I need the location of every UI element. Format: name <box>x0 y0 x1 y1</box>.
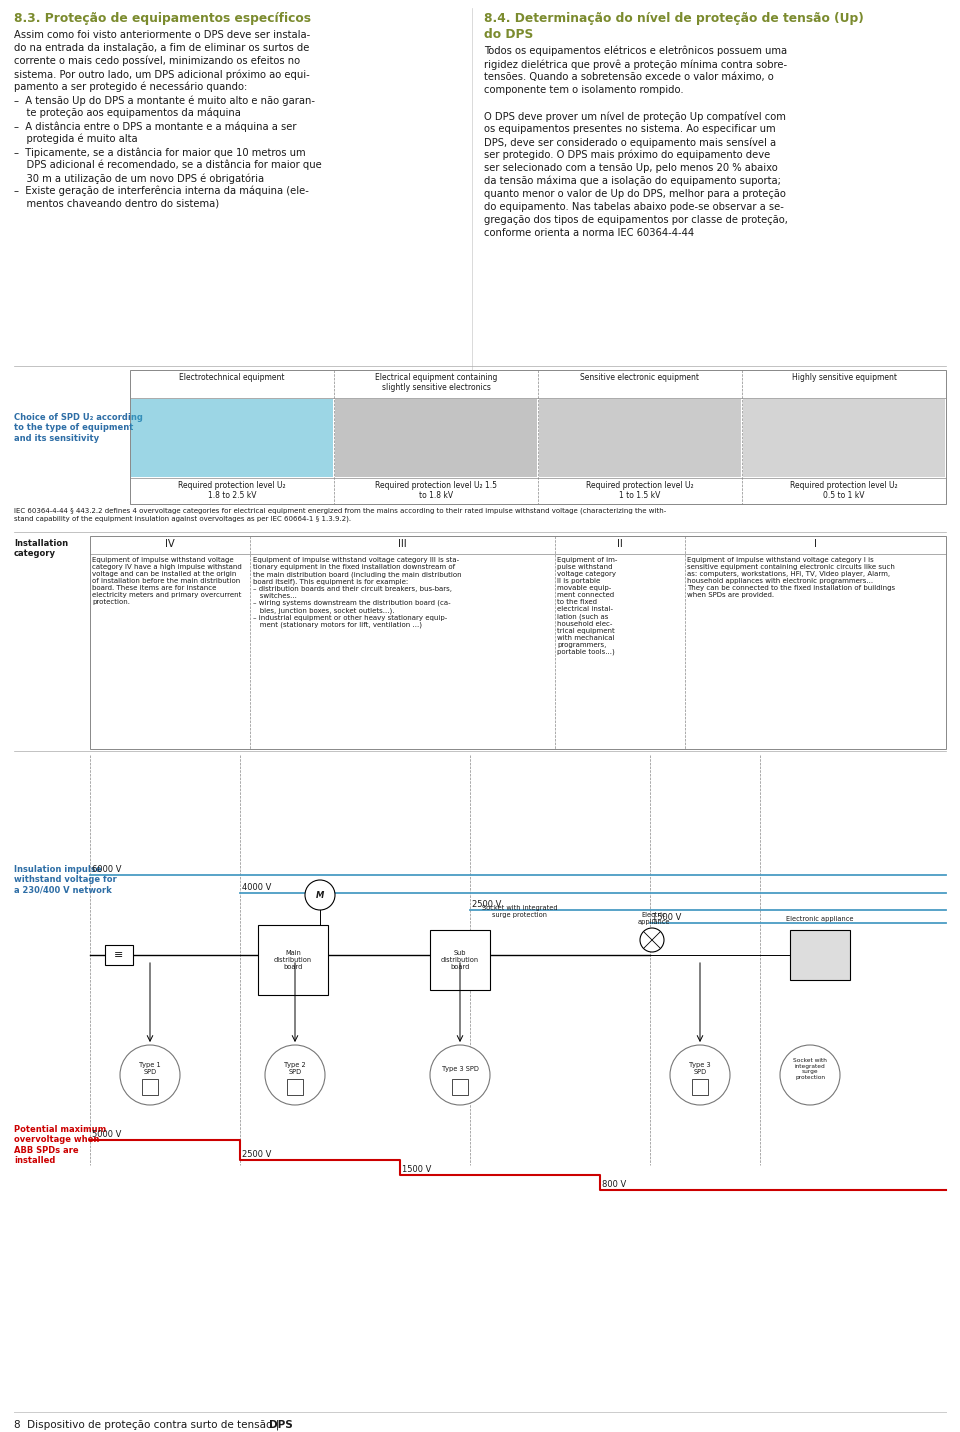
Bar <box>258 925 328 995</box>
Text: I: I <box>814 538 817 548</box>
Bar <box>452 1078 468 1095</box>
Text: Socket with
integrated
surge
protection: Socket with integrated surge protection <box>793 1058 827 1080</box>
Text: –  A distância entre o DPS a montante e a máquina a ser: – A distância entre o DPS a montante e a… <box>14 120 297 132</box>
Text: do DPS: do DPS <box>484 29 533 42</box>
Text: rigidez dielétrica que provê a proteção mínima contra sobre-: rigidez dielétrica que provê a proteção … <box>484 59 787 70</box>
Text: III: III <box>398 538 407 548</box>
Circle shape <box>640 928 664 952</box>
Bar <box>430 929 490 990</box>
Circle shape <box>670 1045 730 1106</box>
Text: 6000 V: 6000 V <box>92 865 122 874</box>
Text: Required protection level U₂
1.8 to 2.5 kV: Required protection level U₂ 1.8 to 2.5 … <box>179 481 286 500</box>
Text: O DPS deve prover um nível de proteção Up compatível com: O DPS deve prover um nível de proteção U… <box>484 112 786 122</box>
Text: 2500 V: 2500 V <box>472 899 501 909</box>
Bar <box>142 1078 158 1095</box>
Text: Electrical equipment containing
slightly sensitive electronics: Electrical equipment containing slightly… <box>374 372 497 392</box>
Text: Todos os equipamentos elétricos e eletrônicos possuem uma: Todos os equipamentos elétricos e eletrô… <box>484 46 787 56</box>
Text: Main
distribution
board: Main distribution board <box>274 949 312 969</box>
Bar <box>90 536 946 749</box>
Text: 4000 V: 4000 V <box>242 884 272 892</box>
Circle shape <box>430 1045 490 1106</box>
Text: Equipment of impulse withstand voltage
category IV have a high impulse withstand: Equipment of impulse withstand voltage c… <box>92 557 242 604</box>
Text: conforme orienta a norma IEC 60364-4-44: conforme orienta a norma IEC 60364-4-44 <box>484 228 694 238</box>
Text: mentos chaveando dentro do sistema): mentos chaveando dentro do sistema) <box>14 199 219 209</box>
Text: 8.3. Proteção de equipamentos específicos: 8.3. Proteção de equipamentos específico… <box>14 11 311 24</box>
Text: IV: IV <box>165 538 175 548</box>
Text: ser protegido. O DPS mais próximo do equipamento deve: ser protegido. O DPS mais próximo do equ… <box>484 150 770 160</box>
Text: Insulation impulse
withstand voltage for
a 230/400 V network: Insulation impulse withstand voltage for… <box>14 865 117 895</box>
Text: protegida é muito alta: protegida é muito alta <box>14 135 137 145</box>
Bar <box>335 400 537 477</box>
Text: Type 2
SPD: Type 2 SPD <box>284 1063 306 1075</box>
Text: M: M <box>316 891 324 899</box>
Text: –  Tipicamente, se a distância for maior que 10 metros um: – Tipicamente, se a distância for maior … <box>14 147 305 158</box>
Text: 8.4. Determinação do nível de proteção de tensão (Up): 8.4. Determinação do nível de proteção d… <box>484 11 864 24</box>
Circle shape <box>780 1045 840 1106</box>
Text: Required protection level U₂
0.5 to 1 kV: Required protection level U₂ 0.5 to 1 kV <box>790 481 898 500</box>
Text: Choice of SPD U₂ according
to the type of equipment
and its sensitivity: Choice of SPD U₂ according to the type o… <box>14 412 143 442</box>
Text: Electrotechnical equipment: Electrotechnical equipment <box>180 372 285 382</box>
Text: DPS adicional é recomendado, se a distância for maior que: DPS adicional é recomendado, se a distân… <box>14 160 322 170</box>
Circle shape <box>120 1045 180 1106</box>
Text: Type 3 SPD: Type 3 SPD <box>442 1065 478 1073</box>
Text: componente tem o isolamento rompido.: componente tem o isolamento rompido. <box>484 84 684 95</box>
Text: tensões. Quando a sobretensão excede o valor máximo, o: tensões. Quando a sobretensão excede o v… <box>484 72 774 82</box>
Text: Equipment of impulse withstand voltage category I is
sensitive equipment contain: Equipment of impulse withstand voltage c… <box>687 557 895 599</box>
Text: –  A tensão Up do DPS a montante é muito alto e não garan-: – A tensão Up do DPS a montante é muito … <box>14 95 315 106</box>
Text: 800 V: 800 V <box>602 1180 626 1189</box>
Text: 8  Dispositivo de proteção contra surto de tensão |: 8 Dispositivo de proteção contra surto d… <box>14 1421 282 1431</box>
Circle shape <box>305 881 335 909</box>
Text: Equipment of im-
pulse withstand
voltage category
II is portable
movable equip-
: Equipment of im- pulse withstand voltage… <box>557 557 617 654</box>
Text: IEC 60364-4-44 § 443.2.2 defines 4 overvoltage categories for electrical equipme: IEC 60364-4-44 § 443.2.2 defines 4 overv… <box>14 508 666 523</box>
Text: Type 3
SPD: Type 3 SPD <box>689 1063 710 1075</box>
Text: quanto menor o valor de Up do DPS, melhor para a proteção: quanto menor o valor de Up do DPS, melho… <box>484 189 786 199</box>
Text: ≡: ≡ <box>114 949 124 959</box>
Text: Sub
distribution
board: Sub distribution board <box>441 949 479 969</box>
Bar <box>287 1078 303 1095</box>
Bar <box>539 400 741 477</box>
Circle shape <box>265 1045 325 1106</box>
Text: ser selecionado com a tensão Up, pelo menos 20 % abaixo: ser selecionado com a tensão Up, pelo me… <box>484 163 778 173</box>
Text: Installation
category: Installation category <box>14 538 68 558</box>
Text: Type 1
SPD: Type 1 SPD <box>139 1063 161 1075</box>
Bar <box>105 945 133 965</box>
Text: os equipamentos presentes no sistema. Ao especificar um: os equipamentos presentes no sistema. Ao… <box>484 125 776 135</box>
Text: Required protection level U₂ 1.5
to 1.8 kV: Required protection level U₂ 1.5 to 1.8 … <box>375 481 497 500</box>
Text: 1500 V: 1500 V <box>402 1166 431 1174</box>
Text: do equipamento. Nas tabelas abaixo pode-se observar a se-: do equipamento. Nas tabelas abaixo pode-… <box>484 202 784 212</box>
Text: Equipment of impulse withstand voltage category III is sta-
tionary equipment in: Equipment of impulse withstand voltage c… <box>253 557 462 629</box>
Text: Assim como foi visto anteriormente o DPS deve ser instala-: Assim como foi visto anteriormente o DPS… <box>14 30 310 40</box>
Text: Electronic appliance: Electronic appliance <box>786 916 853 922</box>
Bar <box>790 929 850 979</box>
Text: Potential maximum
overvoltage when
ABB SPDs are
installed: Potential maximum overvoltage when ABB S… <box>14 1126 107 1166</box>
Text: te proteção aos equipamentos da máquina: te proteção aos equipamentos da máquina <box>14 107 241 119</box>
Bar <box>130 369 946 504</box>
Bar <box>692 1078 708 1095</box>
Text: pamento a ser protegido é necessário quando:: pamento a ser protegido é necessário qua… <box>14 82 248 93</box>
Text: Electric
appliance: Electric appliance <box>637 912 670 925</box>
Text: Highly sensitive equipment: Highly sensitive equipment <box>791 372 897 382</box>
Bar <box>131 400 333 477</box>
Text: gregação dos tipos de equipamentos por classe de proteção,: gregação dos tipos de equipamentos por c… <box>484 215 788 225</box>
Text: sistema. Por outro lado, um DPS adicional próximo ao equi-: sistema. Por outro lado, um DPS adiciona… <box>14 69 310 80</box>
Text: 1500 V: 1500 V <box>652 914 682 922</box>
Text: 2500 V: 2500 V <box>242 1150 272 1158</box>
Text: 5000 V: 5000 V <box>92 1130 121 1138</box>
Text: do na entrada da instalação, a fim de eliminar os surtos de: do na entrada da instalação, a fim de el… <box>14 43 309 53</box>
Bar <box>743 400 945 477</box>
Text: 30 m a utilização de um novo DPS é obrigatória: 30 m a utilização de um novo DPS é obrig… <box>14 173 264 183</box>
Text: DPS: DPS <box>269 1421 293 1431</box>
Text: corrente o mais cedo possível, minimizando os efeitos no: corrente o mais cedo possível, minimizan… <box>14 56 300 66</box>
Text: da tensão máxima que a isolação do equipamento suporta;: da tensão máxima que a isolação do equip… <box>484 176 780 186</box>
Text: Socket with integrated
surge protection: Socket with integrated surge protection <box>482 905 558 918</box>
Text: –  Existe geração de interferência interna da máquina (ele-: – Existe geração de interferência intern… <box>14 186 309 196</box>
Text: DPS, deve ser considerado o equipamento mais sensível a: DPS, deve ser considerado o equipamento … <box>484 137 776 147</box>
Text: Required protection level U₂
1 to 1.5 kV: Required protection level U₂ 1 to 1.5 kV <box>587 481 694 500</box>
Text: Sensitive electronic equipment: Sensitive electronic equipment <box>581 372 700 382</box>
Text: II: II <box>617 538 623 548</box>
